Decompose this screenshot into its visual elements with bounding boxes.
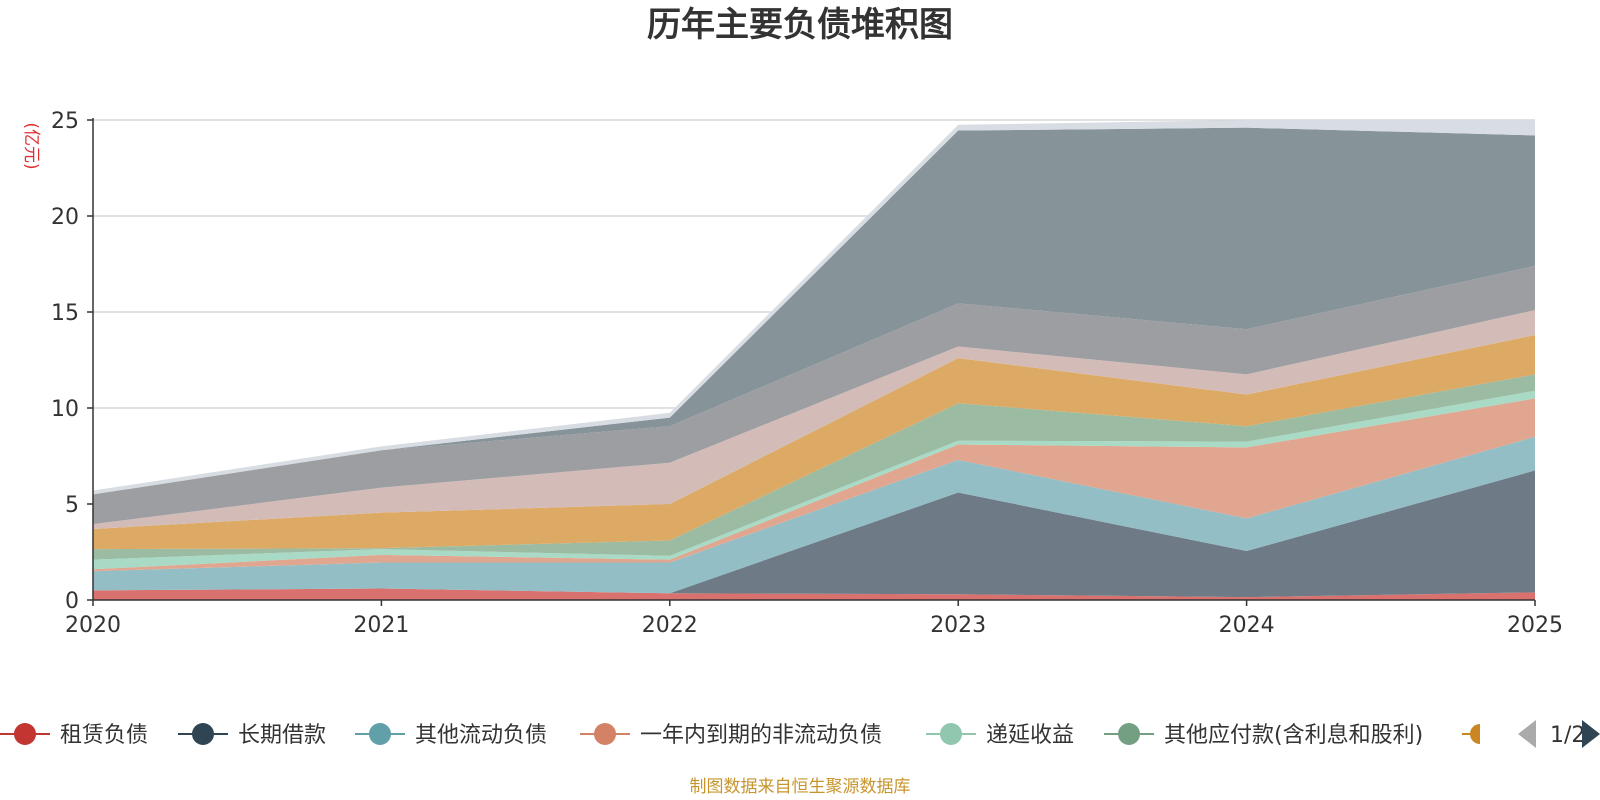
x-tick-label: 2023 xyxy=(930,613,986,638)
legend-item-partial[interactable] xyxy=(1462,724,1480,744)
y-tick-label: 0 xyxy=(65,589,79,614)
area-series-10 xyxy=(93,127,1535,495)
legend-item[interactable]: 其他流动负债 xyxy=(355,723,547,748)
legend-item[interactable]: 递延收益 xyxy=(926,723,1074,748)
x-tick-label: 2020 xyxy=(65,613,121,638)
y-axis-ticks: 0 5 10 15 20 25 xyxy=(51,109,93,614)
legend-next-arrow-icon[interactable] xyxy=(1582,720,1600,748)
legend-label: 其他流动负债 xyxy=(415,723,547,748)
legend-marker-icon xyxy=(369,723,391,745)
legend[interactable]: 租赁负债 长期借款 其他流动负债 一年内到期的非流动负债 递延收益 其他应付款(含利息和股… xyxy=(0,723,1480,748)
legend-prev-arrow-icon[interactable] xyxy=(1518,720,1536,748)
y-tick-label: 5 xyxy=(65,493,79,518)
y-tick-label: 20 xyxy=(51,205,79,230)
area-series-8 xyxy=(93,310,1535,529)
area-series-7 xyxy=(93,335,1535,550)
legend-item[interactable]: 一年内到期的非流动负债 xyxy=(580,723,882,748)
x-tick-label: 2022 xyxy=(642,613,698,638)
legend-marker-icon xyxy=(594,723,616,745)
legend-label: 长期借款 xyxy=(238,723,326,748)
area-series-3 xyxy=(93,436,1535,594)
area-series-9 xyxy=(93,265,1535,525)
legend-marker-icon xyxy=(1118,723,1140,745)
legend-label: 租赁负债 xyxy=(60,723,148,748)
x-tick-label: 2025 xyxy=(1507,613,1563,638)
legend-marker-icon xyxy=(192,723,214,745)
axes xyxy=(92,118,1535,601)
legend-marker-icon xyxy=(14,723,36,745)
y-tick-label: 15 xyxy=(51,301,79,326)
x-tick-label: 2024 xyxy=(1219,613,1275,638)
legend-marker-icon xyxy=(940,723,962,745)
area-series-2 xyxy=(93,470,1535,598)
x-axis-ticks: 2020 2021 2022 2023 2024 2025 xyxy=(65,600,1563,638)
chart-title: 历年主要负债堆积图 xyxy=(647,5,953,45)
area-series-6 xyxy=(93,374,1535,560)
legend-label: 递延收益 xyxy=(986,723,1074,748)
y-tick-label: 10 xyxy=(51,397,79,422)
area-series-1 xyxy=(93,588,1535,600)
legend-pager: 1/2 xyxy=(1518,720,1600,748)
legend-item[interactable]: 长期借款 xyxy=(178,723,326,748)
legend-label: 其他应付款(含利息和股利) xyxy=(1164,723,1423,748)
x-tick-label: 2021 xyxy=(353,613,409,638)
area-series-4 xyxy=(93,398,1535,572)
data-source-note: 制图数据来自恒生聚源数据库 xyxy=(690,777,911,797)
legend-item[interactable]: 其他应付款(含利息和股利) xyxy=(1104,723,1423,748)
legend-label: 一年内到期的非流动负债 xyxy=(640,723,882,748)
legend-page-indicator: 1/2 xyxy=(1550,723,1585,748)
y-tick-label: 25 xyxy=(51,109,79,134)
legend-marker-icon xyxy=(1470,724,1480,744)
stacked-areas xyxy=(93,120,1535,600)
y-axis-unit-label: (亿元) xyxy=(21,122,41,169)
legend-item[interactable]: 租赁负债 xyxy=(0,723,148,748)
